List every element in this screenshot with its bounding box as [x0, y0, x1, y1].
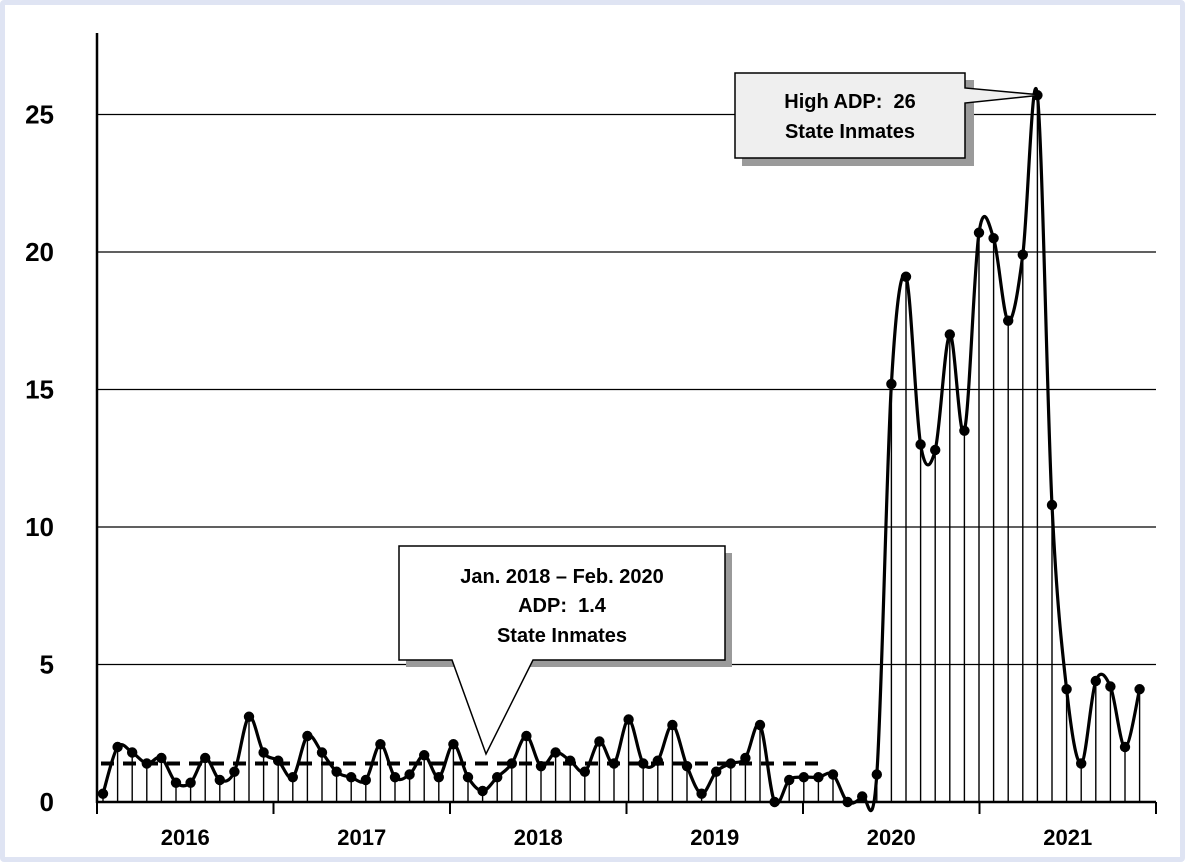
data-point-70 [1119, 741, 1131, 753]
data-point-32 [565, 755, 576, 766]
annotation-average-adp-box [398, 545, 726, 756]
data-point-29 [521, 730, 532, 742]
data-point-68 [1090, 675, 1102, 687]
y-tick-label-20: 20 [25, 237, 54, 267]
annotation-high-adp-line-1: High ADP: 26 [784, 91, 916, 113]
annotation-high-adp: High ADP: 26 State Inmates [734, 72, 1043, 166]
data-point-45 [754, 719, 766, 731]
data-point-60 [973, 227, 985, 238]
annotation-high-adp-line-2: State Inmates [785, 121, 915, 143]
data-point-12 [273, 755, 284, 766]
data-point-33 [579, 766, 590, 777]
y-tick-label-15: 15 [25, 375, 54, 405]
x-tick-label-2016: 2016 [161, 825, 210, 850]
x-tick-label-2019: 2019 [690, 825, 739, 850]
data-point-23 [433, 772, 444, 783]
annotation-average-adp-line-3: State Inmates [497, 625, 627, 647]
data-point-9 [229, 766, 240, 777]
y-tick-labels: 0 5 10 15 20 25 [25, 100, 54, 818]
data-point-50 [827, 769, 839, 780]
data-point-34 [594, 736, 605, 747]
data-point-19 [375, 739, 386, 750]
x-tick-label-2020: 2020 [867, 825, 916, 850]
data-point-11 [258, 747, 269, 758]
data-point-48 [798, 772, 809, 783]
data-point-49 [813, 772, 824, 783]
data-point-40 [681, 761, 693, 772]
data-point-71 [1134, 684, 1145, 695]
data-point-13 [287, 772, 298, 783]
data-point-42 [711, 766, 722, 777]
series-line [101, 86, 1142, 813]
data-point-30 [535, 761, 547, 772]
data-point-14 [302, 730, 313, 742]
data-point-17 [346, 772, 357, 783]
data-point-38 [652, 755, 663, 766]
data-point-69 [1105, 681, 1116, 692]
data-point-18 [360, 774, 371, 786]
data-point-44 [740, 752, 751, 764]
annotation-average-adp: Jan. 2018 – Feb. 2020 ADP: 1.4 State Inm… [398, 545, 732, 756]
data-point-7 [200, 752, 211, 764]
data-point-36 [623, 714, 634, 725]
data-point-47 [784, 774, 795, 786]
annotation-high-adp-box [734, 72, 1043, 159]
data-point-3 [141, 758, 152, 769]
data-point-2 [127, 747, 138, 758]
y-tick-label-0: 0 [40, 787, 54, 817]
data-point-31 [550, 747, 561, 758]
y-tick-label-5: 5 [40, 650, 54, 680]
axes [95, 33, 1157, 814]
data-point-66 [1061, 684, 1072, 695]
series-line-group [101, 86, 1142, 813]
y-tick-label-10: 10 [25, 512, 54, 542]
x-tick-label-2018: 2018 [514, 825, 563, 850]
x-tick-labels: 2016 2017 2018 2019 2020 2021 [161, 825, 1092, 850]
data-point-0 [97, 788, 109, 799]
data-point-52 [857, 791, 868, 802]
x-tick-label-2021: 2021 [1043, 825, 1092, 850]
data-point-53 [871, 769, 882, 780]
data-point-6 [185, 777, 196, 788]
data-point-57 [930, 444, 941, 456]
data-point-27 [492, 772, 503, 783]
y-tick-label-25: 25 [25, 100, 54, 130]
data-point-54 [886, 378, 897, 390]
annotation-average-adp-line-1: Jan. 2018 – Feb. 2020 [460, 566, 663, 588]
data-point-67 [1076, 758, 1087, 769]
data-point-8 [214, 774, 225, 786]
data-point-62 [1003, 315, 1014, 326]
data-point-58 [944, 329, 955, 340]
data-point-39 [667, 719, 678, 731]
data-point-16 [331, 766, 342, 777]
data-point-63 [1017, 249, 1028, 260]
data-point-4 [156, 752, 167, 764]
data-point-61 [988, 233, 999, 244]
data-point-1 [112, 741, 123, 753]
data-point-10 [243, 711, 255, 722]
data-point-22 [419, 750, 430, 761]
data-point-43 [725, 758, 736, 769]
data-point-26 [477, 785, 488, 797]
data-point-15 [316, 747, 328, 758]
data-point-21 [404, 769, 415, 780]
data-point-55 [900, 271, 912, 282]
data-point-20 [389, 772, 401, 783]
data-point-35 [608, 758, 620, 769]
data-point-24 [448, 739, 459, 750]
x-tick-label-2017: 2017 [337, 825, 386, 850]
annotation-average-adp-line-2: ADP: 1.4 [518, 595, 607, 617]
data-point-28 [506, 758, 517, 769]
data-points [97, 90, 1145, 808]
drop-lines [102, 95, 1141, 802]
data-point-56 [915, 439, 926, 450]
data-point-65 [1046, 499, 1058, 511]
data-point-5 [170, 777, 182, 788]
data-point-25 [462, 772, 474, 783]
data-point-41 [696, 788, 707, 799]
data-point-37 [638, 758, 649, 769]
data-point-59 [959, 425, 970, 436]
